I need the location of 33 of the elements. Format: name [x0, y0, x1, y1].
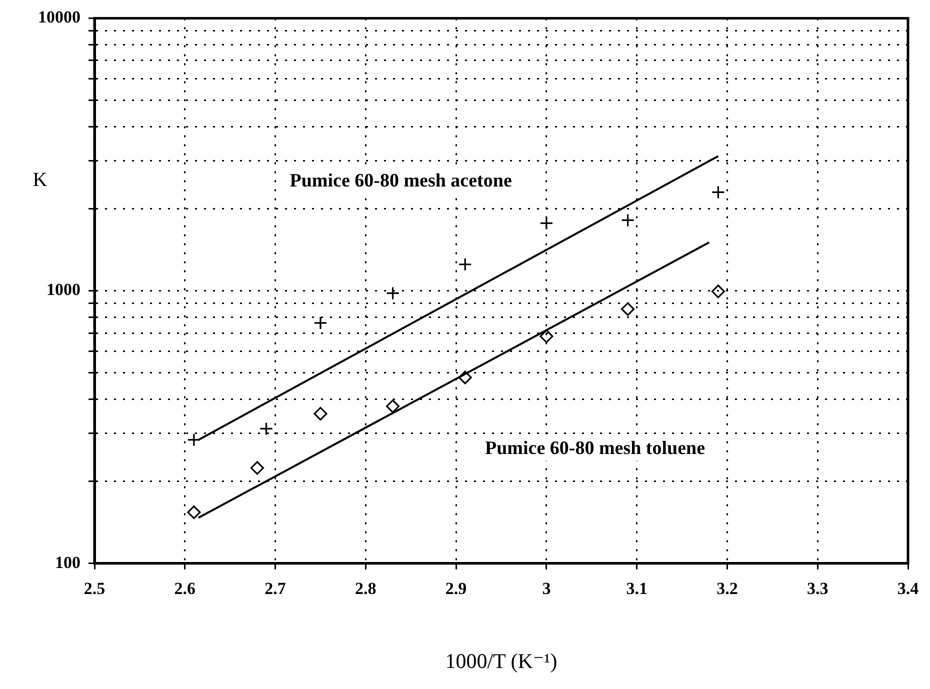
x-tick-label: 3.2 [716, 578, 738, 598]
point [540, 329, 554, 344]
point [187, 433, 201, 447]
point [540, 216, 554, 230]
y-tick-label: 100 [55, 552, 80, 572]
point [259, 422, 274, 436]
point [314, 316, 328, 330]
point [458, 258, 472, 272]
y-tick-label: 10000 [38, 8, 80, 27]
x-tick-label: 2.7 [264, 578, 286, 598]
annotation: Pumice 60-80 mesh acetone [290, 170, 512, 192]
x-tick-label: 3.3 [806, 578, 828, 598]
point [386, 286, 400, 300]
point [711, 185, 725, 199]
x-tick-label: 2.8 [355, 578, 376, 598]
x-tick-label: 2.6 [174, 578, 196, 598]
point [711, 284, 725, 298]
point [620, 213, 635, 228]
x-tick-label: 3.4 [897, 578, 920, 598]
point [386, 399, 400, 414]
x-tick-label: 2.9 [445, 578, 467, 598]
point [620, 302, 635, 316]
y-tick-label: 1000 [46, 280, 80, 300]
x-tick-label: 3 [542, 578, 551, 598]
annotation: Pumice 60-80 mesh toluene [484, 438, 706, 459]
point [187, 505, 201, 520]
y-axis-title: K [32, 168, 48, 191]
point [458, 370, 472, 384]
x-tick-label: 3.1 [626, 578, 648, 598]
x-tick-label: 2.5 [84, 578, 106, 598]
point [250, 461, 264, 475]
point [314, 406, 328, 421]
x-axis-title: 1000/T (K⁻¹) [445, 648, 558, 673]
